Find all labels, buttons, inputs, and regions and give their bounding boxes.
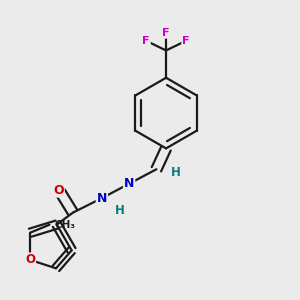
Text: F: F bbox=[142, 36, 150, 46]
Text: CH₃: CH₃ bbox=[54, 220, 75, 230]
Text: N: N bbox=[97, 192, 107, 205]
Text: N: N bbox=[124, 177, 134, 190]
Text: O: O bbox=[53, 184, 64, 196]
Text: H: H bbox=[171, 166, 181, 179]
Text: F: F bbox=[162, 28, 170, 38]
Text: O: O bbox=[25, 254, 35, 266]
Text: F: F bbox=[182, 36, 190, 46]
Text: H: H bbox=[115, 204, 124, 217]
